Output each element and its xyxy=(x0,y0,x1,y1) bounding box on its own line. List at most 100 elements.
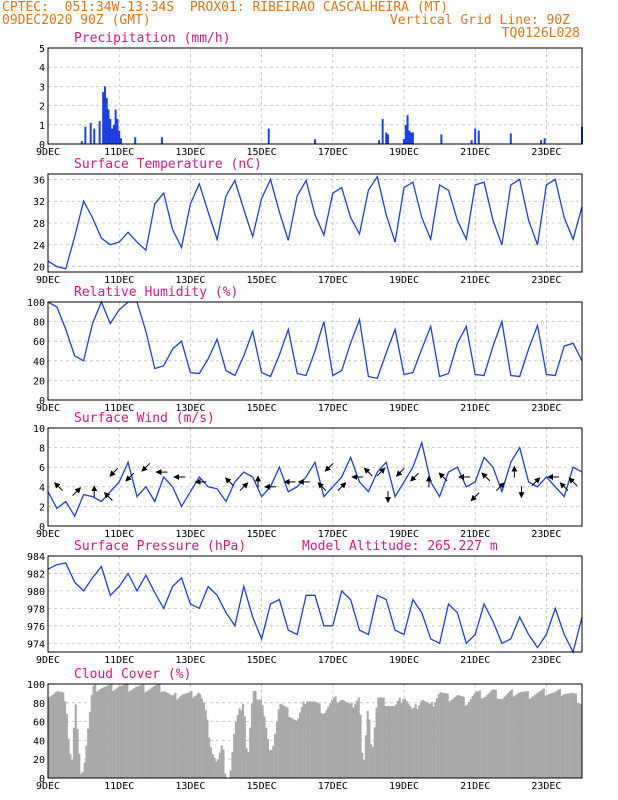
cloud-bar xyxy=(437,694,440,778)
cloud-bar xyxy=(574,693,577,778)
cloud-bar xyxy=(131,689,134,778)
x-tick-label: 13DEC xyxy=(175,529,205,540)
cloud-bar xyxy=(510,689,513,778)
wind-arrow xyxy=(54,482,63,492)
cloud-bar xyxy=(110,684,113,778)
x-tick-label: 21DEC xyxy=(460,781,490,792)
x-tick-label: 15DEC xyxy=(247,781,277,792)
cloud-bar xyxy=(348,703,351,778)
cloud-bar xyxy=(83,762,86,778)
header-code: TQ0126L028 xyxy=(501,26,580,41)
cloud-bar xyxy=(256,699,259,778)
cloud-bar xyxy=(99,688,102,778)
y-tick-label: 0 xyxy=(39,396,45,407)
cloud-bar xyxy=(298,712,302,778)
cloud-bar xyxy=(279,703,282,778)
plot-frame xyxy=(47,47,583,145)
cloud-bar xyxy=(517,692,520,778)
cloud-bar xyxy=(266,738,270,778)
cloud-bar xyxy=(471,696,474,778)
cloud-bar xyxy=(363,759,366,778)
cloud-bar xyxy=(427,702,430,778)
cloud-bar xyxy=(204,709,207,778)
cloud-bar xyxy=(507,692,510,778)
cloud-bar xyxy=(231,752,234,778)
y-tick-label: 10 xyxy=(33,424,45,435)
surface-temperature-line xyxy=(47,175,583,270)
y-tick-label: 4 xyxy=(39,483,45,494)
cloud-bar xyxy=(387,706,391,778)
cloud-bar xyxy=(364,735,367,778)
cloud-bar xyxy=(252,691,255,778)
cloud-bar xyxy=(145,691,148,778)
precip-bar xyxy=(440,134,443,144)
cloud-bar xyxy=(268,750,271,778)
cloud-bar xyxy=(464,705,467,778)
cloud-bar xyxy=(149,688,152,778)
precip-bar xyxy=(109,119,112,144)
cloud-bar xyxy=(396,701,399,778)
cloud-bar xyxy=(323,712,326,778)
x-tick-label: 17DEC xyxy=(318,781,348,792)
precipitation-panel: 0 1 2 3 4 5 9DEC 11DEC 13DEC 15DEC 17DEC 19DEC 21DEC… xyxy=(36,31,583,158)
y-tick-label: 20 xyxy=(33,263,45,274)
y-tick-label: 28 xyxy=(33,219,45,230)
precip-bar xyxy=(404,124,407,144)
precip-bar xyxy=(381,119,384,144)
cloud-bar xyxy=(498,698,501,778)
cloud-bar xyxy=(480,698,483,778)
wind-arrow xyxy=(470,492,480,502)
x-tick-label: 23DEC xyxy=(531,403,561,414)
cloud-bar xyxy=(457,695,460,778)
wind-arrow xyxy=(481,472,491,482)
surface-wind-panel: 0 2 4 6 8 10 9DEC 11DEC 13DEC 15DEC 17DEC 19DEC 21DE… xyxy=(33,411,583,540)
cloud-bar xyxy=(512,696,515,778)
wind-arrow xyxy=(438,472,448,482)
cloud-bar xyxy=(272,746,275,778)
cloud-bar xyxy=(147,690,150,778)
cloud-bar xyxy=(325,709,328,778)
y-tick-label: 2 xyxy=(39,102,45,113)
cloud-bar xyxy=(332,697,335,778)
y-tick-label: 982 xyxy=(27,569,45,580)
wind-arrow xyxy=(224,477,234,487)
cloud-bar xyxy=(265,727,268,778)
cloud-cover-panel: 0 20 40 60 80 100 9DEC 11DEC 13DEC 15DEC 17DEC 19DE… xyxy=(27,667,583,792)
x-tick-label: 9DEC xyxy=(36,529,60,540)
cloud-bar xyxy=(322,714,325,778)
cloud-bar xyxy=(286,707,289,778)
precip-bar xyxy=(410,132,413,144)
cloud-bar xyxy=(208,737,211,778)
cloud-bar xyxy=(444,693,448,778)
cloud-bar xyxy=(542,688,545,778)
precip-bar xyxy=(114,109,117,144)
precip-bar xyxy=(116,119,119,144)
cloud-bar xyxy=(380,697,383,778)
cloud-bar xyxy=(209,747,213,778)
x-tick-label: 17DEC xyxy=(318,147,348,158)
cloud-bar xyxy=(71,760,74,778)
cloud-bar xyxy=(106,685,109,778)
cloud-bar xyxy=(573,693,576,778)
cloud-bar xyxy=(170,695,173,778)
y-tick-label: 984 xyxy=(27,552,45,563)
wind-arrow xyxy=(395,467,405,477)
precip-bar xyxy=(386,134,389,144)
x-tick-label: 11DEC xyxy=(104,275,134,286)
cloud-bar xyxy=(218,752,221,778)
x-tick-label: 21DEC xyxy=(460,529,490,540)
cloud-bar xyxy=(503,696,506,778)
y-tick-label: 976 xyxy=(27,622,45,633)
cloud-bar xyxy=(414,704,417,778)
cloud-bar xyxy=(560,695,563,778)
cloud-bar xyxy=(405,701,408,778)
cloud-bar xyxy=(460,696,464,778)
x-tick-label: 21DEC xyxy=(460,655,490,666)
cloud-bar xyxy=(423,700,426,778)
cloud-bar xyxy=(564,693,567,778)
y-tick-label: 20 xyxy=(33,755,45,766)
cloud-bar xyxy=(220,745,223,778)
x-tick-label: 15DEC xyxy=(247,275,277,286)
cloud-bar xyxy=(366,710,369,778)
cloud-bar xyxy=(67,738,70,778)
